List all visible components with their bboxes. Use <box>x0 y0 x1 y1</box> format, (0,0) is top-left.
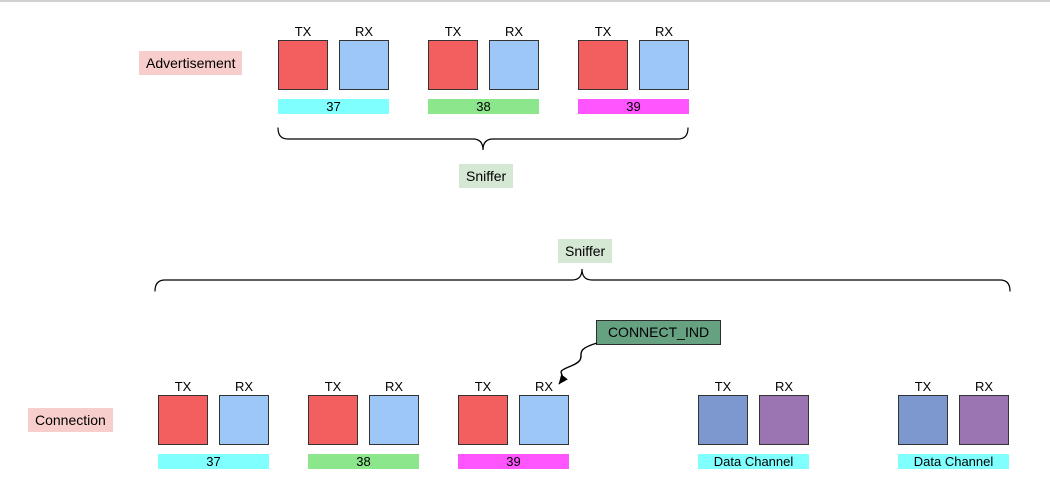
adv-channel-pair-39: TX RX 39 <box>578 24 689 116</box>
rx-box <box>639 40 689 90</box>
tx-label: TX <box>444 24 462 39</box>
rx-box <box>219 395 269 445</box>
rx-label: RX <box>974 379 994 394</box>
tx-box <box>278 40 328 90</box>
tx-box <box>698 395 748 445</box>
tx-label: TX <box>914 379 932 394</box>
rx-box <box>339 40 389 90</box>
tx-box <box>898 395 948 445</box>
rx-label: RX <box>654 24 674 39</box>
rx-label: RX <box>384 379 404 394</box>
tx-box <box>308 395 358 445</box>
rx-label: RX <box>234 379 254 394</box>
tx-label: TX <box>324 379 342 394</box>
tx-label: TX <box>594 24 612 39</box>
rx-label: RX <box>774 379 794 394</box>
rx-label: RX <box>534 379 554 394</box>
tx-label: TX <box>474 379 492 394</box>
connection-row-label: Connection <box>28 408 113 432</box>
connection-sniffer-brace <box>154 268 1011 292</box>
rx-box <box>519 395 569 445</box>
connection-sniffer-label: Sniffer <box>558 239 613 263</box>
channel-bar: 39 <box>578 99 689 114</box>
tx-box <box>158 395 208 445</box>
rx-box <box>489 40 539 90</box>
tx-box <box>428 40 478 90</box>
conn-channel-pair-38: TX RX 38 <box>308 379 419 471</box>
conn-data-channel-pair-1: TX RX Data Channel <box>698 379 809 471</box>
channel-bar: 39 <box>458 454 569 469</box>
channel-bar: 38 <box>428 99 539 114</box>
tx-label: TX <box>174 379 192 394</box>
channel-bar: 37 <box>158 454 269 469</box>
channel-bar: 37 <box>278 99 389 114</box>
adv-channel-pair-37: TX RX 37 <box>278 24 389 116</box>
rx-label: RX <box>504 24 524 39</box>
advertisement-row-label: Advertisement <box>139 51 243 75</box>
conn-data-channel-pair-2: TX RX Data Channel <box>898 379 1009 471</box>
rx-box <box>959 395 1009 445</box>
conn-channel-pair-39: TX RX 39 <box>458 379 569 471</box>
tx-box <box>578 40 628 90</box>
channel-bar: Data Channel <box>698 454 809 469</box>
rx-box <box>369 395 419 445</box>
rx-box <box>759 395 809 445</box>
adv-channel-pair-38: TX RX 38 <box>428 24 539 116</box>
tx-label: TX <box>294 24 312 39</box>
advertisement-sniffer-label: Sniffer <box>459 164 514 188</box>
tx-box <box>458 395 508 445</box>
tx-label: TX <box>714 379 732 394</box>
connect-ind-box: CONNECT_IND <box>596 320 721 345</box>
connect-ind-arrow <box>558 342 598 385</box>
rx-label: RX <box>354 24 374 39</box>
conn-channel-pair-37: TX RX 37 <box>158 379 269 471</box>
channel-bar: 38 <box>308 454 419 469</box>
advertisement-sniffer-brace <box>277 127 689 151</box>
channel-bar: Data Channel <box>898 454 1009 469</box>
